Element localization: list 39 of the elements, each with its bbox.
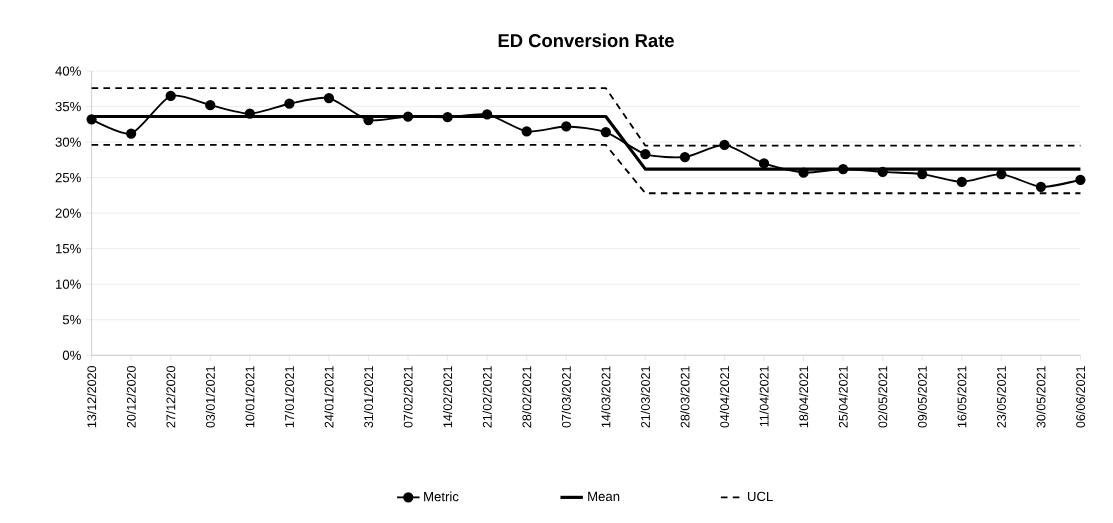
y-tick-label: 5%	[62, 315, 81, 325]
x-tick-label: 16/05/2021	[957, 366, 967, 428]
y-tick-label: 0%	[62, 350, 81, 360]
legend-label: Metric	[424, 491, 459, 502]
x-tick-label: 24/01/2021	[324, 366, 334, 428]
legend-label: Mean	[588, 491, 620, 502]
x-tick-label: 13/12/2020	[87, 366, 97, 428]
x-tick-label: 28/03/2021	[680, 366, 690, 428]
x-tick-label: 06/06/2021	[1075, 366, 1086, 428]
x-tick-label: 09/05/2021	[917, 366, 927, 428]
x-tick-label: 25/04/2021	[838, 366, 848, 428]
x-tick-label: 17/01/2021	[284, 366, 294, 428]
x-tick-label: 21/02/2021	[482, 366, 492, 428]
y-tick-label: 30%	[55, 137, 81, 147]
x-tick-label: 28/02/2021	[522, 366, 532, 428]
x-tick-label: 14/03/2021	[601, 366, 611, 428]
x-tick-label: 11/04/2021	[759, 366, 769, 427]
y-tick-label: 35%	[55, 101, 81, 112]
x-tick-label: 21/03/2021	[640, 366, 650, 428]
x-tick-label: 07/03/2021	[561, 366, 571, 428]
x-tick-label: 18/04/2021	[798, 366, 809, 428]
x-tick-label: 14/02/2021	[442, 366, 453, 428]
x-tick-label: 23/05/2021	[996, 366, 1006, 428]
x-tick-label: 31/01/2021	[363, 366, 374, 428]
y-tick-label: 10%	[56, 279, 81, 289]
chart-title: ED Conversion Rate	[498, 33, 674, 48]
y-tick-label: 40%	[55, 66, 81, 76]
x-tick-label: 20/12/2020	[126, 366, 136, 428]
legend-label: UCL	[747, 491, 773, 502]
x-tick-label: 27/12/2020	[166, 366, 176, 428]
x-tick-label: 07/02/2021	[403, 366, 413, 428]
x-tick-label: 10/01/2021	[245, 366, 255, 428]
x-tick-label: 30/05/2021	[1036, 366, 1046, 428]
y-tick-label: 20%	[55, 208, 81, 218]
y-tick-label: 15%	[56, 244, 81, 254]
x-tick-label: 02/05/2021	[878, 366, 888, 428]
y-tick-label: 25%	[55, 172, 81, 183]
x-tick-label: 03/01/2021	[205, 366, 215, 428]
x-tick-label: 04/04/2021	[719, 366, 730, 428]
